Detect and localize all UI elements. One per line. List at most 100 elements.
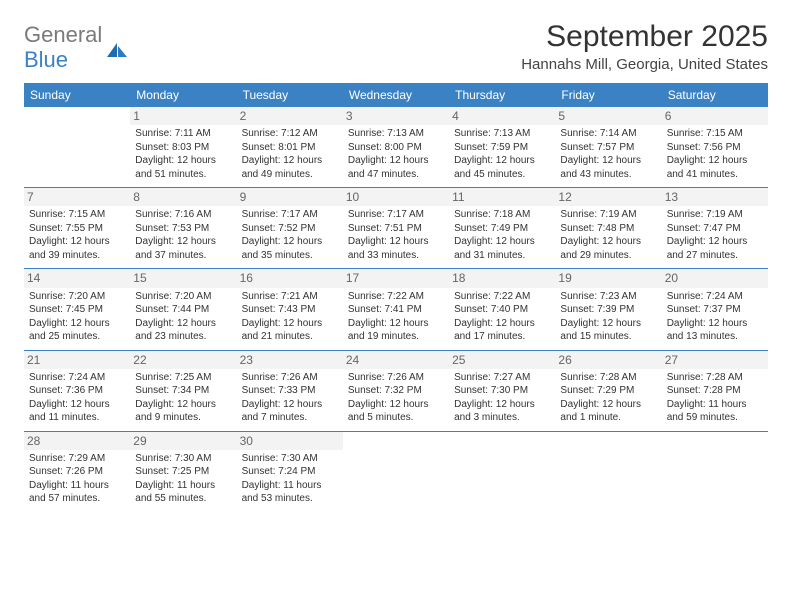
calendar-cell <box>343 432 449 512</box>
daylight-line: Daylight: 12 hours and 49 minutes. <box>242 154 338 181</box>
day-number: 24 <box>343 351 449 369</box>
calendar-cell: 11Sunrise: 7:18 AMSunset: 7:49 PMDayligh… <box>449 188 555 268</box>
daylight-line: Daylight: 12 hours and 1 minute. <box>560 398 656 425</box>
daylight-line: Daylight: 12 hours and 31 minutes. <box>454 235 550 262</box>
sunset-line: Sunset: 7:41 PM <box>348 303 444 317</box>
calendar-cell: 16Sunrise: 7:21 AMSunset: 7:43 PMDayligh… <box>237 269 343 349</box>
day-number: 14 <box>24 269 130 287</box>
day-number <box>662 432 768 434</box>
calendar-cell: 29Sunrise: 7:30 AMSunset: 7:25 PMDayligh… <box>130 432 236 512</box>
dayheader: Sunday <box>24 83 130 107</box>
daylight-line: Daylight: 12 hours and 15 minutes. <box>560 317 656 344</box>
sunrise-line: Sunrise: 7:22 AM <box>454 290 550 304</box>
sunset-line: Sunset: 7:30 PM <box>454 384 550 398</box>
sunrise-line: Sunrise: 7:25 AM <box>135 371 231 385</box>
sunset-line: Sunset: 7:24 PM <box>242 465 338 479</box>
dayheader: Monday <box>130 83 236 107</box>
day-number: 5 <box>555 107 661 125</box>
dayheader: Saturday <box>662 83 768 107</box>
sunset-line: Sunset: 7:49 PM <box>454 222 550 236</box>
sunrise-line: Sunrise: 7:20 AM <box>29 290 125 304</box>
calendar-cell: 12Sunrise: 7:19 AMSunset: 7:48 PMDayligh… <box>555 188 661 268</box>
sunrise-line: Sunrise: 7:26 AM <box>242 371 338 385</box>
calendar-cell: 19 Sunrise: 7:23 AMSunset: 7:39 PMDayligh… <box>555 269 661 349</box>
calendar-cell <box>24 107 130 187</box>
sunset-line: Sunset: 7:56 PM <box>667 141 763 155</box>
calendar-cell: 30Sunrise: 7:30 AMSunset: 7:24 PMDayligh… <box>237 432 343 512</box>
daylight-line: Daylight: 12 hours and 43 minutes. <box>560 154 656 181</box>
calendar-cell: 25 Sunrise: 7:27 AMSunset: 7:30 PMDayligh… <box>449 351 555 431</box>
daylight-line: Daylight: 12 hours and 7 minutes. <box>242 398 338 425</box>
week-row: 14 Sunrise: 7:20 AMSunset: 7:45 PM Dayligh… <box>24 269 768 350</box>
sunrise-line: Sunrise: 7:19 AM <box>667 208 763 222</box>
day-number: 19 <box>555 269 661 287</box>
title-block: September 2025 Hannahs Mill, Georgia, Un… <box>521 20 768 73</box>
sunrise-line: Sunrise: 7:12 AM <box>242 127 338 141</box>
sunset-line: Sunset: 7:39 PM <box>560 303 656 317</box>
day-number: 7 <box>24 188 130 206</box>
day-number: 1 <box>130 107 236 125</box>
logo-word2: Blue <box>24 47 68 72</box>
location: Hannahs Mill, Georgia, United States <box>521 56 768 73</box>
day-number: 22 <box>130 351 236 369</box>
logo-word1: General <box>24 22 102 47</box>
day-number: 25 <box>449 351 555 369</box>
sunrise-line: Sunrise: 7:18 AM <box>454 208 550 222</box>
sunrise-line: Sunrise: 7:15 AM <box>29 208 125 222</box>
sunrise-line: Sunrise: 7:29 AM <box>29 452 125 466</box>
sunrise-line: Sunrise: 7:17 AM <box>242 208 338 222</box>
sunset-line: Sunset: 7:45 PM <box>29 303 125 317</box>
dayheader: Tuesday <box>237 83 343 107</box>
calendar-cell: 1Sunrise: 7:11 AMSunset: 8:03 PMDaylight… <box>130 107 236 187</box>
calendar-cell: 21Sunrise: 7:24 AMSunset: 7:36 PMDayligh… <box>24 351 130 431</box>
day-number: 21 <box>24 351 130 369</box>
calendar-cell: 6Sunrise: 7:15 AMSunset: 7:56 PMDaylight… <box>662 107 768 187</box>
week-row: 7Sunrise: 7:15 AMSunset: 7:55 PMDaylight… <box>24 188 768 269</box>
calendar-cell: 8Sunrise: 7:16 AMSunset: 7:53 PMDaylight… <box>130 188 236 268</box>
daylight-line: Daylight: 12 hours and 51 minutes. <box>135 154 231 181</box>
daylight-line: Daylight: 12 hours and 13 minutes. <box>667 317 763 344</box>
calendar-cell: 7 Sunrise: 7:15 AMSunset: 7:55 PMDaylight… <box>24 188 130 268</box>
day-number: 3 <box>343 107 449 125</box>
day-number <box>555 432 661 434</box>
sunset-line: Sunset: 7:29 PM <box>560 384 656 398</box>
sunrise-line: Sunrise: 7:17 AM <box>348 208 444 222</box>
sunset-line: Sunset: 7:28 PM <box>667 384 763 398</box>
calendar-cell: 13Sunrise: 7:19 AMSunset: 7:47 PMDayligh… <box>662 188 768 268</box>
sunrise-line: Sunrise: 7:27 AM <box>454 371 550 385</box>
sunrise-line: Sunrise: 7:26 AM <box>348 371 444 385</box>
daylight-line: Daylight: 11 hours and 57 minutes. <box>29 479 125 506</box>
daylight-line: Daylight: 12 hours and 29 minutes. <box>560 235 656 262</box>
daylight-line: Daylight: 11 hours and 55 minutes. <box>135 479 231 506</box>
sunset-line: Sunset: 7:53 PM <box>135 222 231 236</box>
daylight-line: Daylight: 12 hours and 9 minutes. <box>135 398 231 425</box>
day-number: 29 <box>130 432 236 450</box>
sunrise-line: Sunrise: 7:22 AM <box>348 290 444 304</box>
daylight-line: Daylight: 11 hours and 53 minutes. <box>242 479 338 506</box>
logo: General Blue <box>24 24 129 73</box>
weeks-container: 1Sunrise: 7:11 AMSunset: 8:03 PMDaylight… <box>24 107 768 512</box>
calendar-cell: 3Sunrise: 7:13 AMSunset: 8:00 PMDaylight… <box>343 107 449 187</box>
calendar-cell: 28Sunrise: 7:29 AMSunset: 7:26 PMDayligh… <box>24 432 130 512</box>
daylight-line: Daylight: 12 hours and 3 minutes. <box>454 398 550 425</box>
sunrise-line: Sunrise: 7:30 AM <box>242 452 338 466</box>
sunrise-line: Sunrise: 7:23 AM <box>560 290 656 304</box>
day-number: 13 <box>662 188 768 206</box>
day-number: 28 <box>24 432 130 450</box>
calendar-cell: 22Sunrise: 7:25 AMSunset: 7:34 PMDayligh… <box>130 351 236 431</box>
day-number: 18 <box>449 269 555 287</box>
daylight-line: Daylight: 12 hours and 39 minutes. <box>29 235 125 262</box>
dayheader: Friday <box>555 83 661 107</box>
sunrise-line: Sunrise: 7:14 AM <box>560 127 656 141</box>
day-number: 10 <box>343 188 449 206</box>
daylight-line: Daylight: 12 hours and 23 minutes. <box>135 317 231 344</box>
daylight-line: Daylight: 12 hours and 41 minutes. <box>667 154 763 181</box>
daylight-line: Daylight: 12 hours and 45 minutes. <box>454 154 550 181</box>
day-number: 23 <box>237 351 343 369</box>
sunset-line: Sunset: 7:32 PM <box>348 384 444 398</box>
day-number: 2 <box>237 107 343 125</box>
sunset-line: Sunset: 7:55 PM <box>29 222 125 236</box>
day-number: 8 <box>130 188 236 206</box>
sunrise-line: Sunrise: 7:16 AM <box>135 208 231 222</box>
sunset-line: Sunset: 8:01 PM <box>242 141 338 155</box>
